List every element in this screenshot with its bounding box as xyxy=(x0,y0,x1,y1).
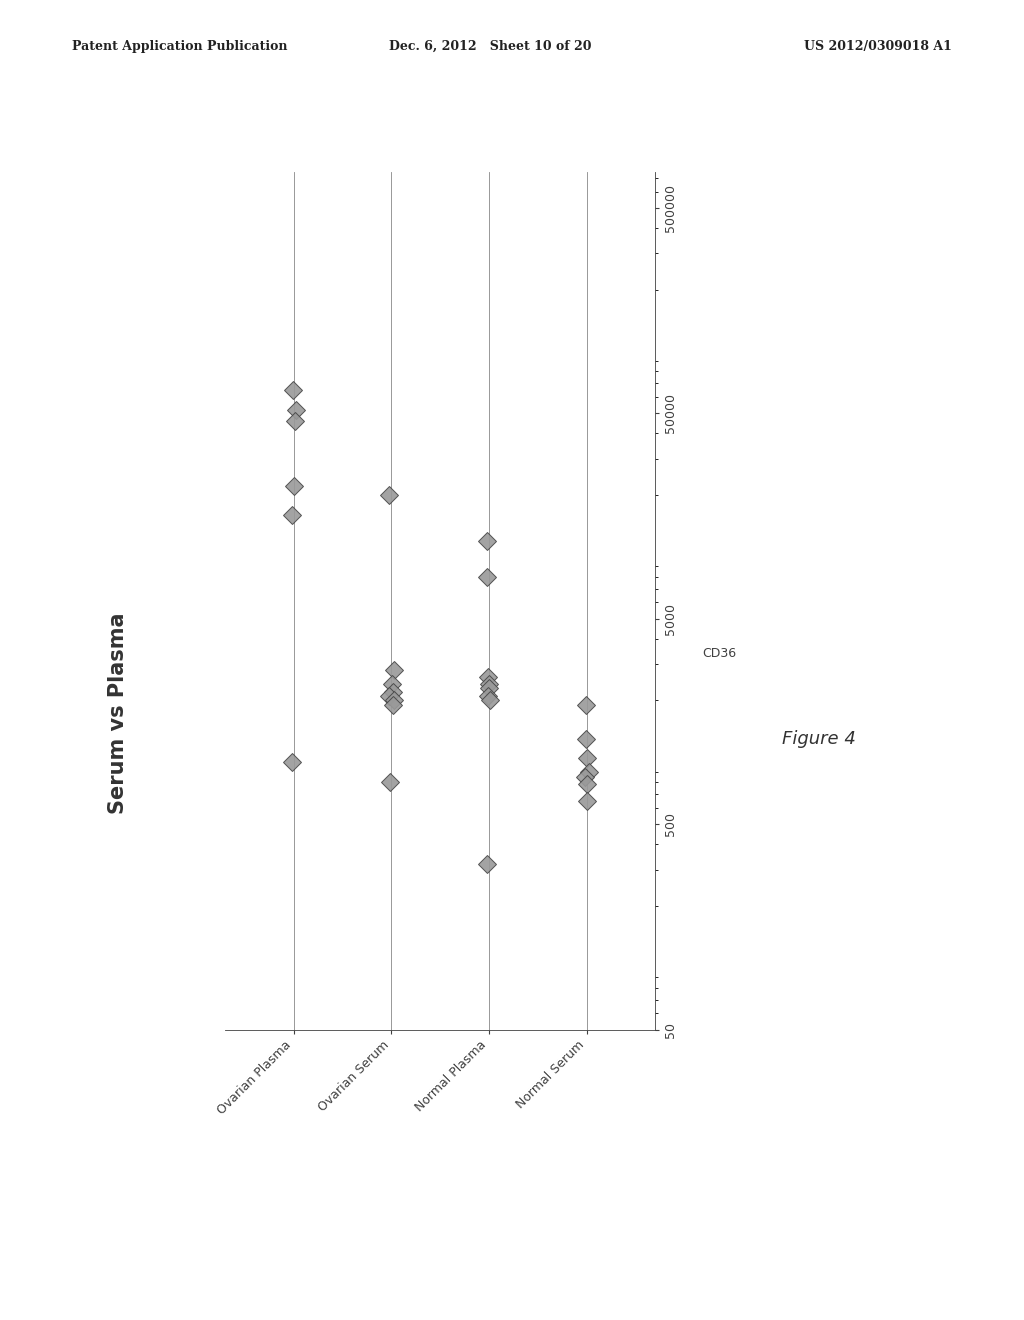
Text: Figure 4: Figure 4 xyxy=(782,730,856,748)
Text: Dec. 6, 2012   Sheet 10 of 20: Dec. 6, 2012 Sheet 10 of 20 xyxy=(389,40,592,53)
Text: CD36: CD36 xyxy=(702,647,736,660)
Text: Patent Application Publication: Patent Application Publication xyxy=(72,40,287,53)
Text: US 2012/0309018 A1: US 2012/0309018 A1 xyxy=(805,40,952,53)
Text: Serum vs Plasma: Serum vs Plasma xyxy=(108,612,128,813)
